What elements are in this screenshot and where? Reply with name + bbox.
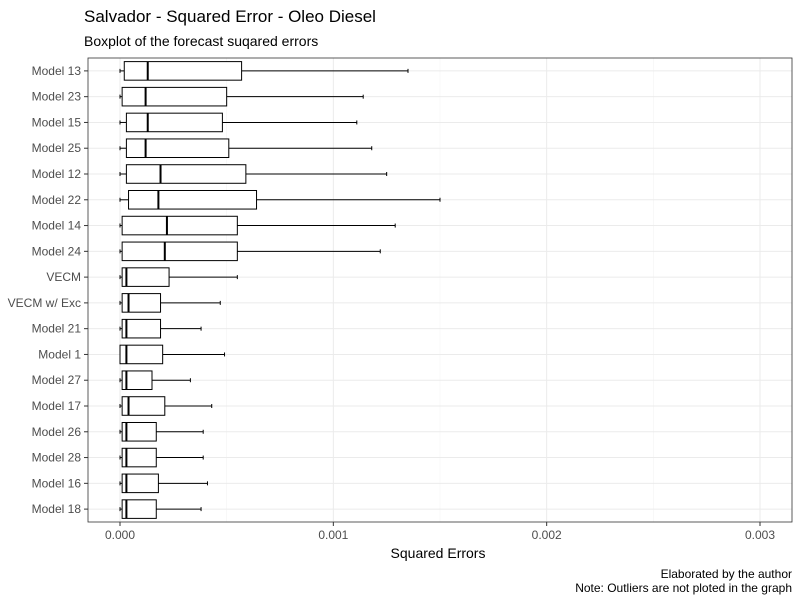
iqr-box [121, 447, 157, 468]
y-tick-label: VECM [46, 270, 81, 284]
iqr-box [123, 61, 243, 81]
y-tick-label: Model 14 [32, 219, 82, 233]
y-tick-label: Model 13 [32, 64, 82, 78]
y-tick-label: Model 27 [32, 373, 82, 387]
y-tick-label: Model 12 [32, 167, 82, 181]
box-group [119, 344, 226, 365]
box-group [119, 86, 364, 107]
box-group [119, 241, 381, 262]
iqr-box [119, 344, 164, 365]
x-axis: 0.000 0.001 0.002 0.003 [105, 522, 775, 542]
iqr-box [121, 86, 228, 107]
box-group [119, 370, 191, 391]
chart-subtitle: Boxplot of the forecast suqared errors [84, 33, 318, 49]
y-tick-label: Model 23 [32, 90, 82, 104]
box-group [119, 447, 204, 468]
iqr-box [121, 370, 153, 391]
y-tick-label: Model 24 [32, 244, 82, 258]
iqr-box [128, 189, 258, 210]
plot-panel-border [87, 57, 793, 523]
box-group [119, 318, 202, 339]
y-tick-label: Model 28 [32, 451, 82, 465]
box-group [119, 112, 358, 133]
x-tick-label: 0.002 [532, 528, 562, 542]
box-group [119, 267, 238, 287]
iqr-box [121, 293, 162, 313]
iqr-box [121, 421, 157, 442]
iqr-box [121, 267, 170, 287]
box-group [119, 164, 388, 184]
y-tick-label: Model 16 [32, 476, 82, 490]
box-group [119, 61, 409, 81]
iqr-box [125, 164, 247, 184]
iqr-box [125, 138, 230, 159]
x-axis-title: Squared Errors [391, 545, 486, 561]
box-group [119, 189, 441, 210]
box-group [119, 293, 221, 313]
y-tick-label: Model 15 [32, 115, 82, 129]
y-tick-label: VECM w/ Exc [8, 296, 81, 310]
box-group [119, 499, 202, 519]
iqr-box [121, 499, 157, 519]
y-tick-label: Model 17 [32, 399, 82, 413]
box-series [119, 61, 441, 519]
iqr-box [121, 396, 166, 416]
iqr-box [121, 318, 162, 339]
x-tick-label: 0.001 [318, 528, 348, 542]
y-tick-label: Model 26 [32, 425, 82, 439]
x-tick-label: 0.003 [745, 528, 775, 542]
y-tick-label: Model 25 [32, 141, 82, 155]
y-tick-label: Model 18 [32, 502, 82, 516]
y-tick-label: Model 21 [32, 322, 82, 336]
x-tick-label: 0.000 [105, 528, 135, 542]
y-tick-label: Model 22 [32, 193, 82, 207]
box-group [119, 138, 373, 159]
caption-line-2: Note: Outliers are not ploted in the gra… [575, 581, 792, 595]
y-tick-label: Model 1 [38, 347, 81, 361]
caption-line-1: Elaborated by the author [661, 567, 792, 581]
box-group [119, 215, 396, 236]
iqr-box [121, 241, 238, 262]
box-group [119, 396, 213, 416]
chart-title: Salvador - Squared Error - Oleo Diesel [84, 7, 376, 26]
box-group [119, 473, 208, 494]
box-group [119, 421, 204, 442]
iqr-box [125, 112, 223, 133]
iqr-box [121, 473, 159, 494]
iqr-box [121, 215, 238, 236]
y-axis: Model 13 Model 23 Model 15 Model 25 Model 12… [8, 64, 88, 516]
